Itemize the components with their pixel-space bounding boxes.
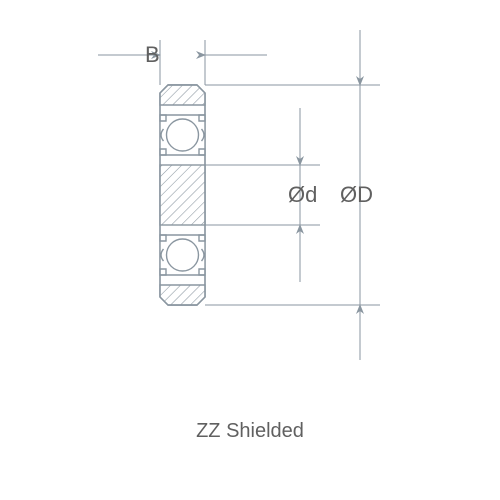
dim-label-B: B <box>145 42 160 67</box>
dim-label-d: Ød <box>288 182 317 207</box>
diagram-canvas: B Ød ØD ZZ Shielded <box>0 0 500 500</box>
dim-label-D: ØD <box>340 182 373 207</box>
diagram-caption: ZZ Shielded <box>0 420 500 443</box>
